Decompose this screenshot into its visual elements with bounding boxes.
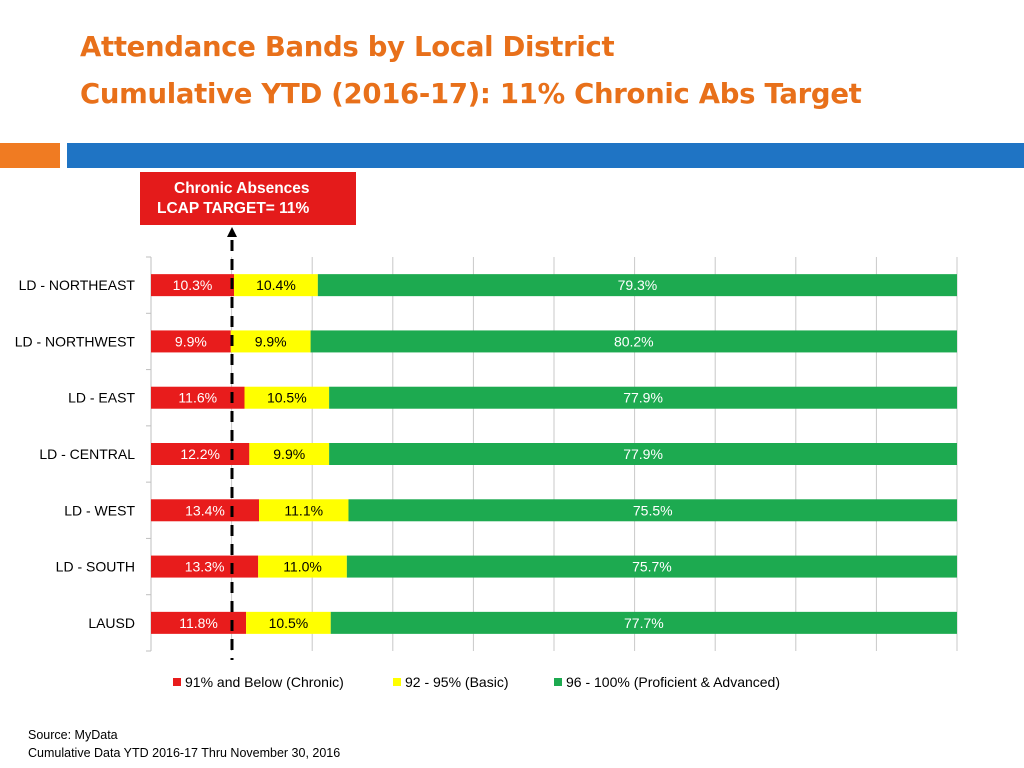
data-label: 13.3% (185, 559, 225, 575)
accent-bar-blue (67, 143, 1024, 168)
category-label: LD - WEST (64, 502, 135, 518)
source-line-1: Source: MyData (28, 728, 118, 742)
data-label: 75.7% (632, 559, 672, 575)
data-label: 77.7% (624, 615, 664, 631)
data-label: 11.8% (179, 615, 218, 631)
legend-swatch (173, 678, 181, 686)
legend-label: 92 - 95% (Basic) (405, 674, 508, 690)
data-label: 10.5% (267, 390, 307, 406)
data-label: 77.9% (623, 446, 663, 462)
bar-segment (259, 499, 349, 522)
data-label: 9.9% (255, 333, 287, 349)
data-label: 9.9% (273, 446, 305, 462)
accent-bar-orange (0, 143, 60, 168)
bar-segment (346, 555, 957, 578)
bar-segment (330, 611, 957, 634)
page-title: Attendance Bands by Local District Cumul… (80, 24, 862, 118)
data-label: 11.1% (284, 502, 323, 518)
bar-segment (329, 386, 958, 409)
bar-segment (244, 386, 330, 409)
target-arrowhead (227, 227, 237, 237)
category-label: LD - NORTHWEST (15, 333, 136, 349)
target-callout: Chronic Absences LCAP TARGET= 11% (140, 172, 356, 225)
category-label: LD - CENTRAL (39, 446, 135, 462)
target-callout-line-2: LCAP TARGET= 11% (157, 200, 310, 217)
data-label: 10.3% (173, 277, 213, 293)
legend-label: 96 - 100% (Proficient & Advanced) (566, 674, 780, 690)
bar-segment (246, 611, 331, 634)
category-label: LD - EAST (68, 390, 135, 406)
data-label: 79.3% (618, 277, 658, 293)
data-label: 10.4% (256, 277, 296, 293)
legend-swatch (393, 678, 401, 686)
data-label: 10.5% (269, 615, 309, 631)
bar-segment (258, 555, 347, 578)
bar-segment (151, 274, 235, 297)
source-note: Source: MyData Cumulative Data YTD 2016-… (28, 726, 340, 762)
category-label: LD - SOUTH (56, 559, 135, 575)
category-label: LD - NORTHEAST (19, 277, 136, 293)
data-label: 9.9% (175, 333, 207, 349)
bar-segment (151, 443, 250, 465)
legend-swatch (554, 678, 562, 686)
bar-segment (329, 443, 958, 465)
bar-segment (230, 330, 311, 353)
source-line-2: Cumulative Data YTD 2016-17 Thru Novembe… (28, 746, 341, 760)
bar-segment (151, 330, 231, 353)
data-label: 11.0% (283, 559, 322, 575)
bar-segment (348, 499, 958, 522)
title-line-1: Attendance Bands by Local District (80, 31, 615, 63)
target-callout-line-1: Chronic Absences (174, 180, 310, 197)
category-label: LAUSD (88, 615, 135, 631)
legend-label: 91% and Below (Chronic) (185, 674, 344, 690)
bar-segment (310, 330, 957, 353)
data-label: 13.4% (185, 502, 225, 518)
bar-segment (317, 274, 957, 297)
data-label: 77.9% (623, 390, 663, 406)
data-label: 80.2% (614, 333, 654, 349)
data-label: 12.2% (180, 446, 220, 462)
data-label: 11.6% (178, 390, 217, 406)
title-line-2: Cumulative YTD (2016-17): 11% Chronic Ab… (80, 78, 862, 110)
bar-segment (151, 386, 245, 409)
bar-segment (234, 274, 318, 297)
bar-segment (249, 443, 330, 465)
bar-segment (151, 611, 247, 634)
data-label: 75.5% (633, 502, 673, 518)
